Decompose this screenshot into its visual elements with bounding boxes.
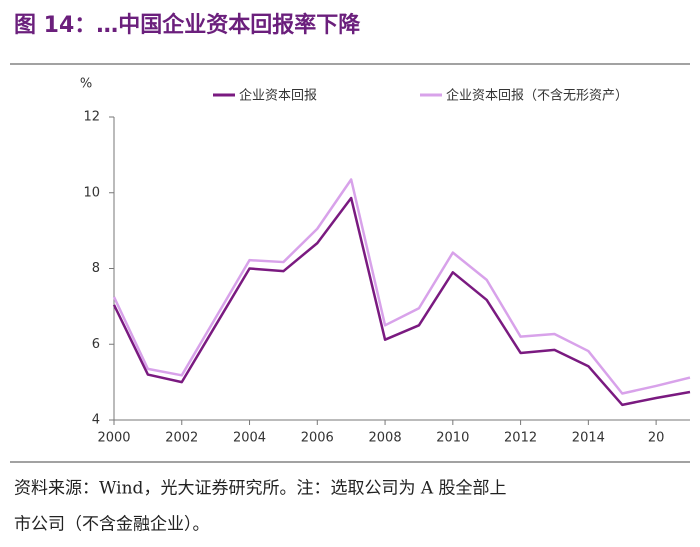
legend-label: 企业资本回报 <box>239 88 317 104</box>
footnote: 市公司（不含金融企业）。 <box>14 515 210 535</box>
x-tick-label: 20 <box>648 431 665 446</box>
x-tick-label: 2014 <box>572 431 605 446</box>
y-axis-label: % <box>80 77 92 92</box>
y-tick-label: 4 <box>92 413 100 428</box>
x-tick-label: 2010 <box>436 431 469 446</box>
series-line <box>112 178 691 395</box>
legend-label: 企业资本回报（不含无形资产） <box>446 88 628 104</box>
y-tick-label: 10 <box>83 185 100 200</box>
x-tick-label: 2004 <box>233 431 266 446</box>
x-tick-label: 2006 <box>301 431 334 446</box>
x-tick-label: 2012 <box>504 431 537 446</box>
y-tick-label: 6 <box>92 337 100 352</box>
y-tick-label: 8 <box>92 261 100 276</box>
footnote: 资料来源：Wind，光大证券研究所。注：选取公司为 A 股全部上 <box>14 479 507 499</box>
x-tick-label: 2000 <box>97 431 130 446</box>
x-tick-label: 2002 <box>165 431 198 446</box>
chart-title: 图 14：…中国企业资本回报率下降 <box>14 12 361 38</box>
y-tick-label: 12 <box>83 110 100 125</box>
series-line <box>112 196 691 407</box>
x-tick-label: 2008 <box>369 431 402 446</box>
